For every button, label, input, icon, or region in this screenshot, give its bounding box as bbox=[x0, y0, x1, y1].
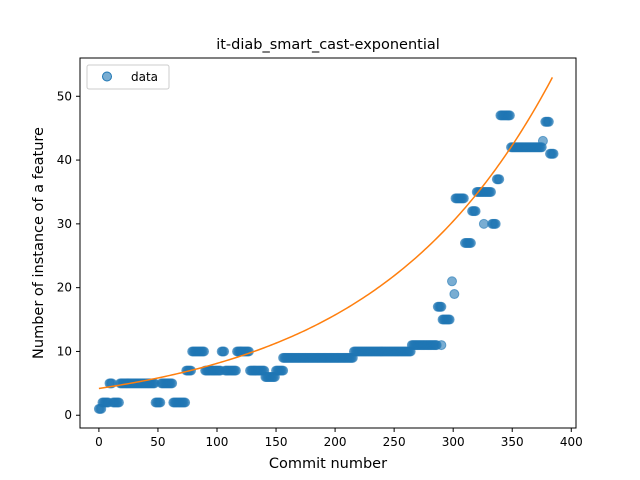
x-tick-label: 300 bbox=[442, 435, 465, 449]
x-axis-label: Commit number bbox=[269, 456, 387, 472]
y-axis-label: Number of instance of a feature bbox=[31, 127, 47, 359]
axes-frame bbox=[79, 57, 577, 429]
y-axis: 0 10 20 30 40 50 bbox=[57, 89, 80, 422]
data-point bbox=[543, 116, 554, 127]
x-tick-label: 400 bbox=[560, 435, 583, 449]
x-tick-label: 150 bbox=[265, 435, 288, 449]
y-tick-label: 0 bbox=[64, 408, 72, 422]
data-point bbox=[490, 218, 501, 229]
legend-label-data: data bbox=[131, 70, 158, 84]
fit-line bbox=[98, 77, 554, 390]
legend-marker bbox=[102, 71, 112, 82]
x-tick-label: 350 bbox=[501, 435, 524, 449]
data-point bbox=[199, 346, 209, 357]
x-tick-label: 200 bbox=[324, 435, 347, 449]
data-point bbox=[436, 301, 447, 312]
x-tick-label: 250 bbox=[383, 435, 406, 449]
data-point bbox=[167, 378, 178, 389]
data-point bbox=[458, 193, 469, 204]
data-point bbox=[449, 289, 460, 300]
data-point bbox=[470, 206, 481, 217]
data-point bbox=[278, 352, 289, 363]
data-point bbox=[278, 365, 289, 376]
chart-title: it-diab_smart_cast-exponential bbox=[216, 37, 440, 53]
plot-area bbox=[93, 77, 559, 414]
data-point bbox=[504, 110, 515, 121]
x-tick-label: 0 bbox=[95, 435, 103, 449]
data-point bbox=[444, 314, 455, 325]
legend: data bbox=[86, 64, 170, 90]
x-axis: 0 50 100 150 200 250 300 350 400 bbox=[95, 428, 583, 449]
y-tick-label: 30 bbox=[57, 217, 72, 231]
y-tick-label: 20 bbox=[57, 281, 72, 295]
y-tick-label: 50 bbox=[57, 89, 72, 103]
data-point bbox=[494, 174, 505, 185]
legend-box bbox=[86, 64, 170, 90]
y-tick-label: 40 bbox=[57, 153, 72, 167]
data-point bbox=[478, 218, 489, 229]
data-point bbox=[155, 397, 166, 408]
data-point bbox=[465, 238, 476, 248]
data-point bbox=[436, 340, 447, 351]
data-point bbox=[230, 365, 241, 376]
y-tick-label: 10 bbox=[57, 344, 72, 358]
data-point bbox=[447, 276, 457, 287]
x-tick-label: 50 bbox=[150, 435, 165, 449]
data-point bbox=[485, 186, 496, 197]
x-tick-label: 100 bbox=[206, 435, 229, 449]
data-point bbox=[537, 135, 548, 146]
data-point bbox=[548, 148, 559, 159]
data-point bbox=[180, 397, 191, 408]
data-point bbox=[219, 346, 230, 357]
data-point bbox=[113, 397, 124, 408]
